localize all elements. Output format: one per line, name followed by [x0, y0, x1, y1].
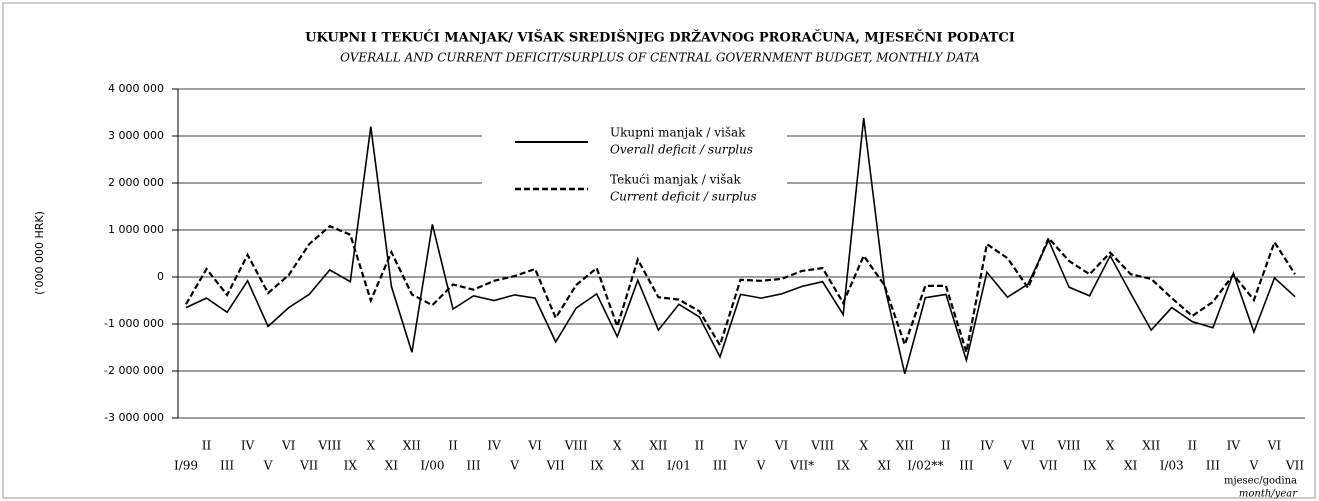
- x-tick-label: VII*: [789, 459, 814, 473]
- x-tick-label: VI: [774, 439, 789, 453]
- x-tick-label: II: [1188, 439, 1198, 453]
- x-tick-label: III: [713, 459, 727, 473]
- legend-label-en: Overall deficit / surplus: [610, 143, 753, 157]
- x-tick-label: III: [466, 459, 480, 473]
- y-tick-label: -2 000 000: [104, 364, 164, 377]
- x-tick-label: III: [1206, 459, 1220, 473]
- x-tick-label: XI: [385, 459, 399, 473]
- x-tick-label: VIII: [564, 439, 588, 453]
- x-tick-label: I/99: [174, 459, 198, 473]
- x-tick-label: IX: [590, 459, 604, 473]
- x-tick-label: XI: [631, 459, 645, 473]
- x-tick-label: XII: [1142, 439, 1160, 453]
- x-tick-label: VI: [527, 439, 542, 453]
- x-tick-label: III: [959, 459, 973, 473]
- x-tick-label: XI: [878, 459, 892, 473]
- x-tick-label: VIII: [317, 439, 341, 453]
- x-axis-label-en: month/year: [1239, 489, 1298, 500]
- x-tick-label: V: [509, 459, 519, 473]
- x-tick-label: IV: [980, 439, 994, 453]
- x-axis-label: mjesec/godina: [1224, 476, 1297, 487]
- x-tick-label: XII: [896, 439, 914, 453]
- legend-box: [482, 114, 787, 210]
- x-tick-label: II: [695, 439, 705, 453]
- y-tick-label: -1 000 000: [104, 317, 164, 330]
- series-line: [185, 118, 1296, 375]
- x-tick-label: II: [202, 439, 212, 453]
- x-tick-label: IV: [1227, 439, 1241, 453]
- x-tick-label: VII: [1038, 459, 1057, 473]
- x-tick-label: IX: [344, 459, 358, 473]
- x-tick-label: II: [448, 439, 458, 453]
- x-tick-label: VIII: [1057, 439, 1081, 453]
- x-tick-label: XII: [403, 439, 421, 453]
- x-tick-label: IV: [734, 439, 748, 453]
- x-tick-label: V: [1249, 459, 1259, 473]
- x-tick-label: X: [367, 439, 376, 453]
- x-tick-label: I/00: [420, 459, 444, 473]
- x-tick-label: XI: [1124, 459, 1138, 473]
- x-tick-label: X: [859, 439, 868, 453]
- x-tick-label: X: [1106, 439, 1115, 453]
- legend-label: Tekući manjak / višak: [610, 173, 742, 187]
- x-tick-label: X: [613, 439, 622, 453]
- x-tick-label: IX: [1083, 459, 1097, 473]
- x-tick-label: I/02**: [907, 459, 943, 473]
- x-tick-label: XII: [649, 439, 667, 453]
- y-tick-label: 1 000 000: [108, 223, 164, 236]
- x-tick-label: VII: [1285, 459, 1304, 473]
- x-tick-label: V: [1002, 459, 1012, 473]
- x-tick-label: VIII: [810, 439, 834, 453]
- series-line: [185, 224, 1296, 353]
- x-tick-label: VI: [1020, 439, 1035, 453]
- legend-label-en: Current deficit / surplus: [610, 190, 757, 204]
- x-tick-label: I/03: [1160, 459, 1184, 473]
- y-tick-label: 2 000 000: [108, 176, 164, 189]
- x-tick-label: III: [220, 459, 234, 473]
- x-tick-label: IV: [487, 439, 501, 453]
- y-tick-label: 4 000 000: [108, 82, 164, 95]
- x-tick-label: IV: [241, 439, 255, 453]
- chart-subtitle: OVERALL AND CURRENT DEFICIT/SURPLUS OF C…: [340, 51, 980, 65]
- x-tick-label: VII: [299, 459, 318, 473]
- y-tick-label: 3 000 000: [108, 129, 164, 142]
- y-axis-label: ('000 000 HRK): [33, 211, 46, 295]
- chart-title: UKUPNI I TEKUĆI MANJAK/ VIŠAK SREDIŠNJEG…: [305, 29, 1015, 46]
- x-tick-label: IX: [837, 459, 851, 473]
- y-tick-label: -3 000 000: [104, 411, 164, 424]
- x-tick-label: V: [263, 459, 273, 473]
- y-tick-label: 0: [157, 270, 164, 283]
- x-tick-label: V: [756, 459, 766, 473]
- x-tick-label: I/01: [667, 459, 691, 473]
- x-tick-label: VII: [546, 459, 565, 473]
- x-tick-label: VI: [281, 439, 296, 453]
- x-tick-label: II: [941, 439, 951, 453]
- x-tick-label: VI: [1267, 439, 1282, 453]
- legend-label: Ukupni manjak / višak: [610, 126, 746, 140]
